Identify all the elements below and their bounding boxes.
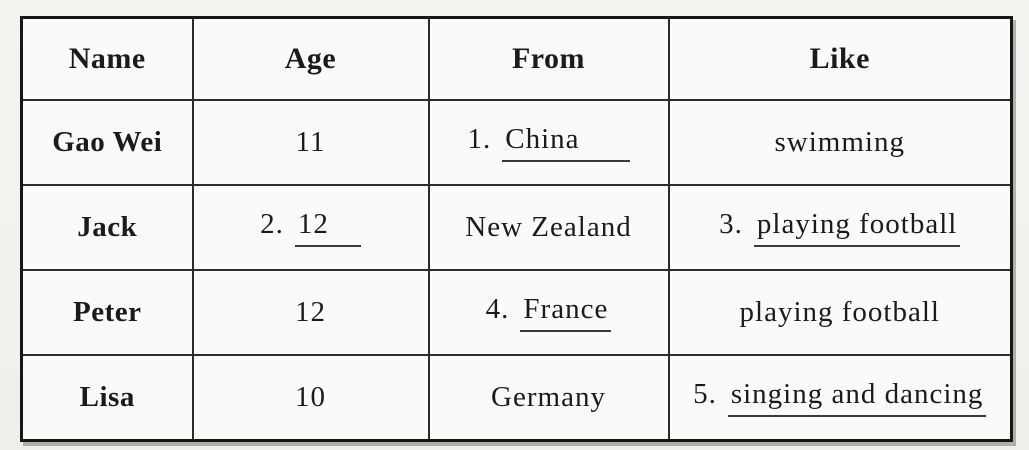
from-cell: Germany [427,354,670,442]
name-cell: Gao Wei [20,99,194,186]
header-name: Name [20,16,194,101]
header-like: Like [667,16,1013,101]
name-cell: Lisa [20,354,194,442]
from-cell: New Zealand [427,184,670,271]
table-row: Lisa 10 Germany 5. singing and dancing [20,354,1013,442]
table-row: Peter 12 4. France playing football [20,269,1013,356]
answer-blank: singing and dancing [727,378,987,418]
answer-number: 3. [719,207,743,240]
like-cell: 5. singing and dancing [667,354,1013,442]
answer-blank: China [502,123,630,163]
header-age: Age [191,16,430,101]
answer-blank: playing football [753,208,961,248]
like-cell: swimming [667,99,1013,186]
age-cell: 2. 12 [191,184,430,271]
header-from: From [427,16,670,101]
from-cell: 1. China [427,99,670,186]
from-cell: 4. France [427,269,670,356]
answer-number: 1. [467,122,492,155]
answer-number: 5. [693,377,717,410]
header-row: Name Age From Like [20,16,1013,101]
name-cell: Jack [20,184,194,271]
like-cell: playing football [667,269,1013,356]
age-cell: 11 [191,99,430,186]
answer-blank: 12 [294,208,361,248]
answer-blank: France [520,293,612,333]
answer-number: 2. [260,207,284,240]
age-cell: 12 [191,269,430,356]
table-row: Gao Wei 11 1. China swimming [20,99,1013,186]
name-cell: Peter [20,269,194,356]
answer-number: 4. [485,292,510,325]
like-cell: 3. playing football [667,184,1013,271]
students-info-table: Name Age From Like Gao Wei 11 1. China sw… [20,16,1013,442]
table-row: Jack 2. 12 New Zealand 3. playing football [20,184,1013,271]
age-cell: 10 [191,354,430,442]
